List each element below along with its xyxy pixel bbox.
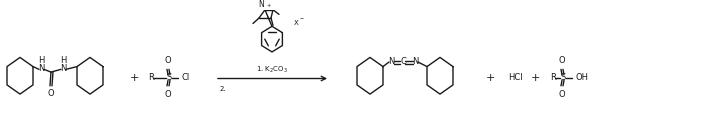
Text: OH: OH <box>576 73 589 82</box>
Text: R: R <box>550 73 556 82</box>
Text: N: N <box>60 64 66 73</box>
Text: +: + <box>530 73 540 83</box>
Text: C: C <box>400 57 406 66</box>
Text: O: O <box>165 56 171 65</box>
Text: O: O <box>559 56 565 65</box>
Text: +: + <box>266 3 270 8</box>
Text: 1. K$_2$CO$_3$: 1. K$_2$CO$_3$ <box>256 65 289 75</box>
Text: 2.: 2. <box>220 86 227 92</box>
Text: Cl: Cl <box>182 73 190 82</box>
Text: X: X <box>294 20 298 26</box>
Text: +: + <box>485 73 495 83</box>
Text: +: + <box>130 73 139 83</box>
Text: O: O <box>559 90 565 99</box>
Text: N: N <box>412 57 418 66</box>
Text: S: S <box>166 73 172 82</box>
Text: H: H <box>38 56 44 65</box>
Text: O: O <box>48 89 54 98</box>
Text: −: − <box>299 16 303 21</box>
Text: N: N <box>258 0 264 9</box>
Text: R: R <box>148 73 154 82</box>
Text: O: O <box>165 90 171 99</box>
Text: S: S <box>560 73 565 82</box>
Text: HCl: HCl <box>508 73 522 82</box>
Text: N: N <box>388 57 394 66</box>
Text: N: N <box>38 64 44 73</box>
Text: H: H <box>60 56 66 65</box>
